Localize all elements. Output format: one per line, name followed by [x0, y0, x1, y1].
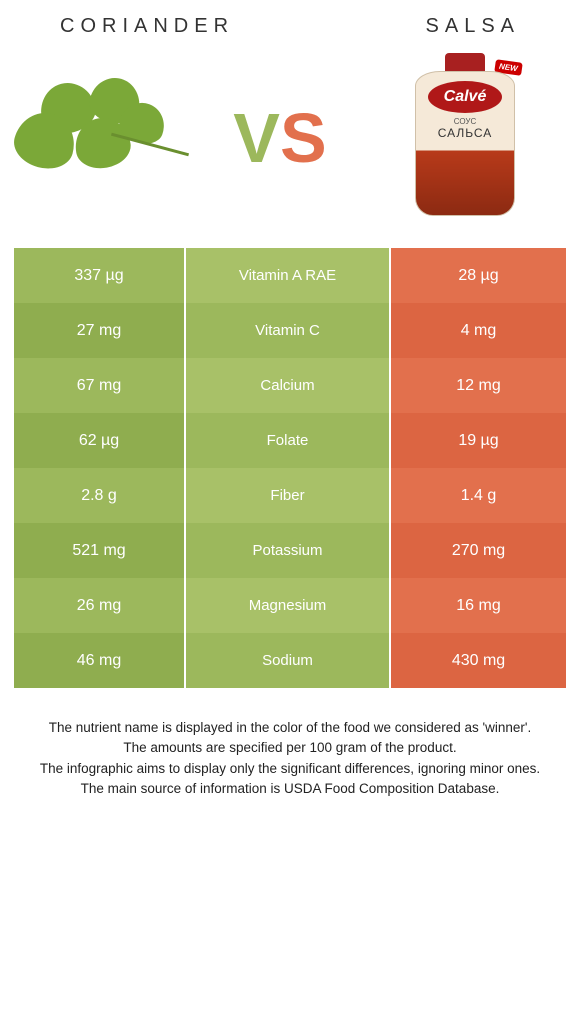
nutrient-label: Vitamin C — [186, 303, 391, 358]
table-row: 337 µgVitamin A RAE28 µg — [14, 248, 566, 303]
footer-line: The infographic aims to display only the… — [20, 759, 560, 779]
vs-label: V S — [233, 98, 326, 178]
footer-line: The amounts are specified per 100 gram o… — [20, 738, 560, 758]
left-value: 2.8 g — [14, 468, 186, 523]
table-row: 46 mgSodium430 mg — [14, 633, 566, 688]
table-row: 26 mgMagnesium16 mg — [14, 578, 566, 633]
nutrient-label: Fiber — [186, 468, 391, 523]
right-value: 430 mg — [391, 633, 566, 688]
nutrient-label: Potassium — [186, 523, 391, 578]
table-row: 67 mgCalcium12 mg — [14, 358, 566, 413]
table-row: 62 µgFolate19 µg — [14, 413, 566, 468]
right-food-title: SALSA — [426, 15, 520, 38]
left-value: 27 mg — [14, 303, 186, 358]
left-value: 67 mg — [14, 358, 186, 413]
table-row: 521 mgPotassium270 mg — [14, 523, 566, 578]
brand-label: Calvé — [428, 81, 502, 113]
footer-notes: The nutrient name is displayed in the co… — [0, 688, 580, 799]
left-value: 337 µg — [14, 248, 186, 303]
nutrient-label: Sodium — [186, 633, 391, 688]
footer-line: The nutrient name is displayed in the co… — [20, 718, 560, 738]
right-value: 1.4 g — [391, 468, 566, 523]
vs-s-letter: S — [280, 98, 327, 178]
right-value: 4 mg — [391, 303, 566, 358]
left-value: 62 µg — [14, 413, 186, 468]
right-value: 16 mg — [391, 578, 566, 633]
table-row: 27 mgVitamin C4 mg — [14, 303, 566, 358]
right-value: 270 mg — [391, 523, 566, 578]
left-value: 521 mg — [14, 523, 186, 578]
right-value: 12 mg — [391, 358, 566, 413]
images-row: V S NEW Calvé СОУС САЛЬСА — [0, 48, 580, 248]
right-value: 19 µg — [391, 413, 566, 468]
nutrient-label: Folate — [186, 413, 391, 468]
product-text: СОУС САЛЬСА — [425, 117, 505, 140]
nutrient-label: Calcium — [186, 358, 391, 413]
header: CORIANDER SALSA — [0, 0, 580, 48]
salsa-image: NEW Calvé СОУС САЛЬСА — [380, 58, 550, 218]
right-value: 28 µg — [391, 248, 566, 303]
footer-line: The main source of information is USDA F… — [20, 779, 560, 799]
left-food-title: CORIANDER — [60, 15, 234, 38]
vs-v-letter: V — [233, 98, 280, 178]
nutrient-label: Magnesium — [186, 578, 391, 633]
coriander-image — [10, 58, 180, 218]
left-value: 26 mg — [14, 578, 186, 633]
table-row: 2.8 gFiber1.4 g — [14, 468, 566, 523]
nutrient-label: Vitamin A RAE — [186, 248, 391, 303]
left-value: 46 mg — [14, 633, 186, 688]
nutrition-table: 337 µgVitamin A RAE28 µg27 mgVitamin C4 … — [14, 248, 566, 688]
